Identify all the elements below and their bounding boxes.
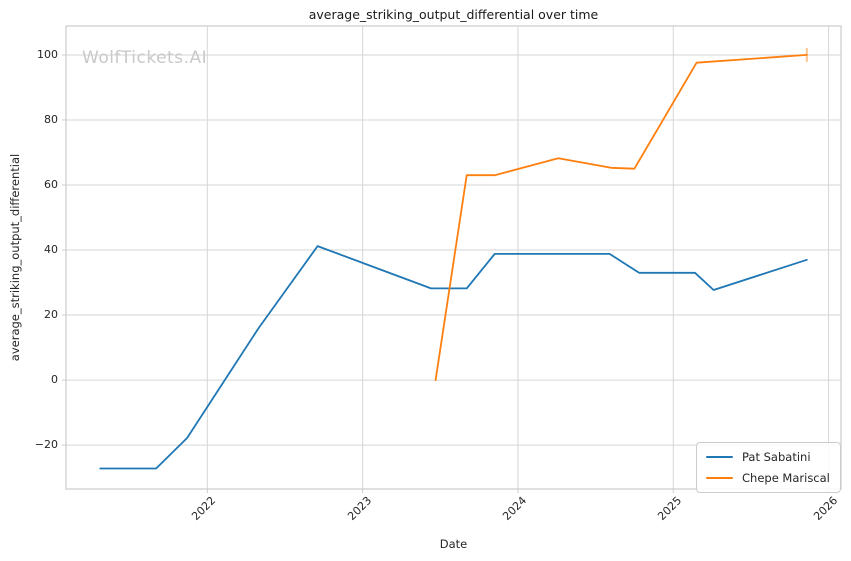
y-tick-label: −20: [34, 438, 58, 452]
x-axis-label: Date: [439, 537, 468, 551]
y-tick-label: 60: [44, 177, 58, 191]
y-tick-label: 0: [51, 373, 58, 387]
chart-title: average_striking_output_differential ove…: [308, 7, 599, 22]
series-line-pat-sabatini: [99, 245, 808, 470]
plot-border: [65, 25, 842, 490]
legend-item: Pat Sabatini: [706, 450, 830, 464]
legend-line-swatch: [706, 455, 733, 459]
y-tick-label: 100: [37, 47, 58, 61]
legend-label: Pat Sabatini: [742, 450, 811, 464]
y-tick-label: 40: [44, 243, 58, 257]
y-tick-label: 80: [44, 112, 58, 126]
legend-item: Chepe Mariscal: [706, 471, 830, 485]
legend-line-swatch: [706, 476, 733, 480]
watermark: WolfTickets.AI: [82, 48, 208, 68]
y-tick-label: 20: [44, 308, 58, 322]
y-axis-label: average_striking_output_differential: [8, 153, 22, 362]
series-line-chepe-mariscal: [434, 54, 808, 382]
legend: Pat Sabatini Chepe Mariscal: [696, 442, 841, 493]
legend-label: Chepe Mariscal: [742, 471, 830, 485]
